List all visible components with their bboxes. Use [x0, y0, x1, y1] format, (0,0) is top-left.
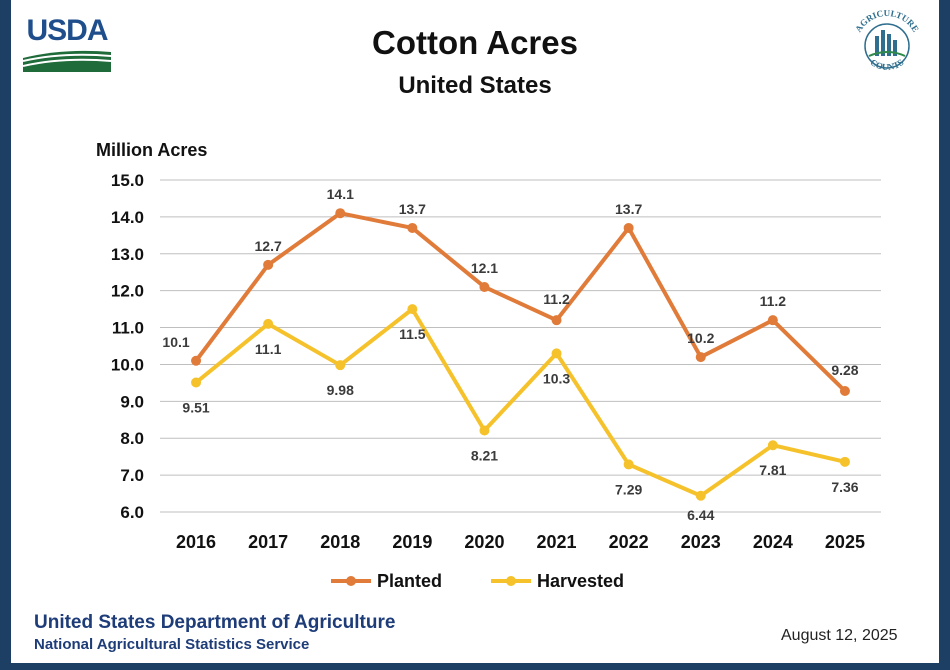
point-harvested	[623, 459, 634, 470]
point-planted	[767, 315, 778, 326]
y-tick-label: 10.0	[111, 355, 144, 374]
usda-hill-icon	[23, 50, 111, 72]
data-label-planted: 11.2	[760, 293, 787, 309]
data-label-harvested: 11.5	[399, 326, 426, 342]
point-harvested	[839, 456, 850, 467]
point-planted	[695, 352, 706, 363]
y-tick-label: 15.0	[111, 171, 144, 190]
svg-text:COUNTS: COUNTS	[869, 57, 906, 72]
series-line-planted	[194, 211, 847, 393]
data-label-planted: 14.1	[327, 186, 354, 202]
data-label-planted: 9.28	[831, 362, 858, 378]
y-tick-label: 9.0	[120, 392, 144, 411]
data-label-planted: 13.7	[399, 201, 426, 217]
point-harvested	[407, 304, 418, 315]
legend-marker-harvested	[506, 576, 516, 586]
x-tick-label: 2019	[392, 532, 432, 552]
point-planted	[623, 222, 634, 233]
data-label-harvested: 11.1	[255, 341, 282, 357]
series-line-harvested	[194, 307, 846, 498]
seal-bottom-text: COUNTS	[869, 57, 906, 72]
x-tick-label: 2018	[320, 532, 360, 552]
point-planted	[191, 355, 202, 366]
point-planted	[407, 222, 418, 233]
data-label-harvested: 9.98	[327, 382, 354, 398]
usda-logo-text: USDA	[26, 14, 108, 47]
y-tick-label: 8.0	[120, 429, 144, 448]
x-tick-label: 2020	[464, 532, 504, 552]
usda-logo: USDA	[23, 14, 111, 72]
point-harvested	[335, 360, 346, 371]
y-tick-label: 12.0	[111, 282, 144, 301]
data-label-planted: 11.2	[543, 291, 570, 307]
data-label-planted: 12.1	[471, 260, 498, 276]
x-tick-label: 2017	[248, 532, 288, 552]
x-tick-label: 2021	[537, 532, 577, 552]
data-label-planted: 10.1	[162, 334, 189, 350]
point-planted	[839, 386, 850, 397]
data-label-planted: 10.2	[687, 330, 714, 346]
x-tick-label: 2016	[176, 532, 216, 552]
y-tick-label: 14.0	[111, 208, 144, 227]
point-harvested	[767, 440, 778, 451]
line-chart: 6.0 7.0 8.0 9.0 10.0 11.0 12.0 13.0 14.0 15.0 2016…	[111, 171, 881, 591]
footer-org: United States Department of Agriculture	[34, 612, 396, 633]
point-planted	[551, 315, 562, 326]
x-tick-label: 2022	[609, 532, 649, 552]
agriculture-counts-seal-icon: AGRICULTURE COUNTS	[853, 10, 921, 72]
footer-service: National Agricultural Statistics Service	[34, 636, 310, 653]
y-tick-label: 13.0	[111, 245, 144, 264]
chart-title: Cotton Acres	[372, 24, 578, 61]
data-label-harvested: 6.44	[687, 507, 714, 523]
point-harvested	[263, 318, 274, 329]
y-tick-label: 6.0	[120, 503, 144, 522]
footer-date: August 12, 2025	[781, 627, 898, 644]
point-harvested	[191, 377, 202, 388]
legend-label-harvested: Harvested	[537, 571, 624, 591]
data-label-harvested: 9.51	[182, 400, 209, 416]
point-harvested	[479, 425, 490, 436]
chart-subtitle: United States	[398, 72, 552, 99]
x-tick-label: 2025	[825, 532, 865, 552]
x-tick-label: 2024	[753, 532, 793, 552]
data-label-harvested: 7.29	[615, 481, 642, 497]
y-axis-label: Million Acres	[96, 140, 208, 160]
legend-marker-planted	[346, 576, 356, 586]
y-tick-label: 7.0	[120, 466, 144, 485]
point-planted	[263, 259, 274, 270]
legend-label-planted: Planted	[377, 571, 442, 591]
y-tick-label: 11.0	[112, 319, 144, 338]
point-planted	[335, 208, 346, 219]
point-harvested	[551, 348, 562, 359]
data-label-harvested: 8.21	[471, 447, 498, 463]
data-label-planted: 12.7	[255, 238, 282, 254]
slide: USDA AGRICULTURE COUNTS Cotton Acres Uni…	[11, 0, 939, 663]
data-label-planted: 13.7	[615, 201, 642, 217]
x-tick-label: 2023	[681, 532, 721, 552]
data-label-harvested: 7.81	[759, 462, 786, 478]
data-label-harvested: 7.36	[831, 479, 858, 495]
point-harvested	[695, 490, 706, 501]
data-label-harvested: 10.3	[543, 370, 570, 386]
point-planted	[479, 281, 490, 292]
